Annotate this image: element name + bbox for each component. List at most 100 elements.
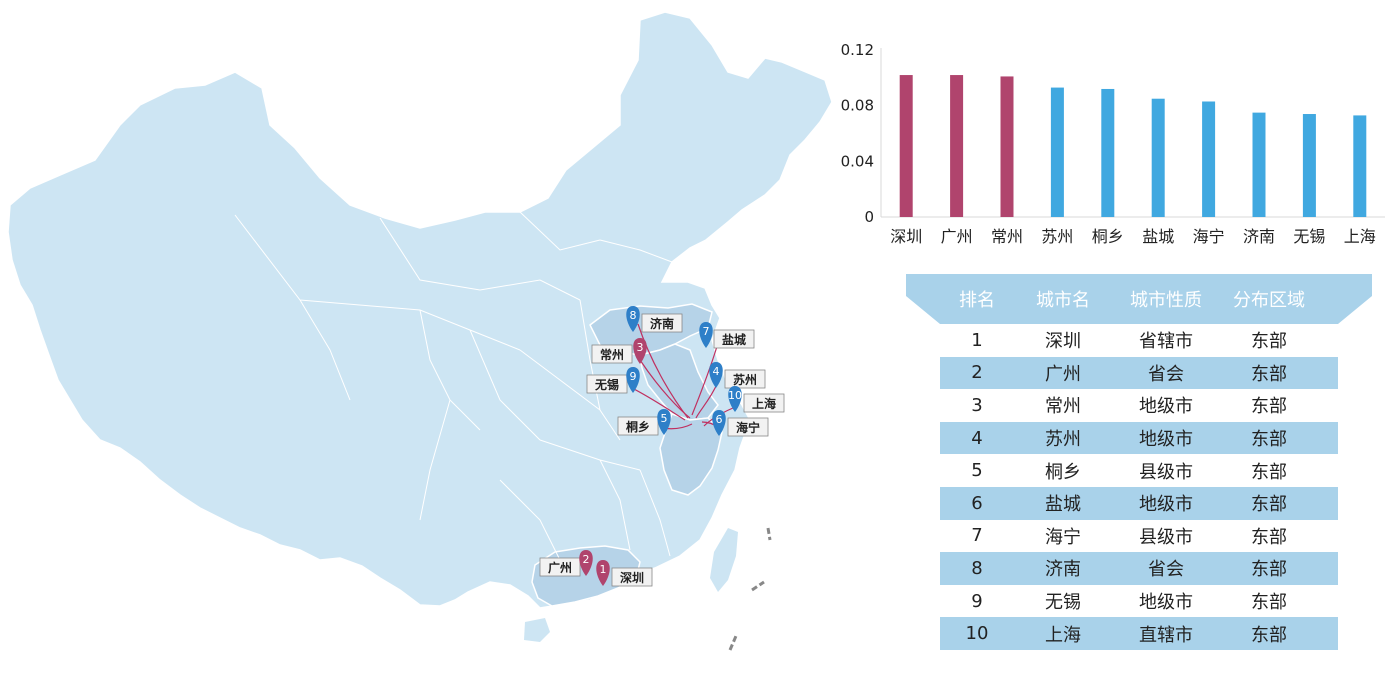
bar <box>899 75 913 217</box>
table-header: 排名 城市名 城市性质 分布区域 <box>906 274 1372 324</box>
city-label-box <box>724 369 766 389</box>
pin-rank: 7 <box>703 325 710 338</box>
x-tick-label: 无锡 <box>1293 227 1325 246</box>
map-pin-icon <box>596 560 610 586</box>
cell-type: 省会 <box>1148 559 1184 581</box>
pin-rank: 10 <box>728 389 742 402</box>
cell-city: 海宁 <box>1045 526 1081 548</box>
cell-city: 上海 <box>1045 624 1081 646</box>
cell-rank: 7 <box>971 525 983 547</box>
cell-region: 东部 <box>1251 559 1287 581</box>
bar-series <box>899 75 1367 217</box>
bar <box>1151 98 1165 217</box>
bar <box>1000 76 1014 217</box>
city-label: 海宁 <box>736 420 760 435</box>
y-tick-labels: 0 0.04 0.08 0.12 <box>841 41 874 226</box>
map-pin-icon <box>657 409 671 435</box>
cell-city: 盐城 <box>1045 494 1081 516</box>
cell-region: 东部 <box>1251 396 1287 418</box>
cell-type: 直辖市 <box>1139 624 1193 646</box>
x-tick-label: 海宁 <box>1193 227 1225 246</box>
map-pin-icon <box>699 322 713 348</box>
bar <box>1050 87 1064 217</box>
y-tick-label: 0.12 <box>841 41 874 59</box>
y-tick-label: 0 <box>864 208 874 226</box>
map-pin-icon <box>712 410 726 436</box>
cell-rank: 9 <box>971 590 983 612</box>
city-ranking-table: 排名 城市名 城市性质 分布区域 1 深圳 省辖市 东部 2 广州 省会 东部 3 常州 地级市… <box>906 274 1372 650</box>
x-tick-label: 深圳 <box>890 227 922 246</box>
cell-rank: 3 <box>971 394 983 416</box>
cell-city: 深圳 <box>1045 331 1081 353</box>
city-label-box <box>641 313 683 333</box>
marker-layer: 深圳 1 广州 2 常州 3 苏州 4 桐乡 5 海宁 6 盐城 7 济南 8 无锡 9 上海 10 <box>539 306 785 587</box>
bar <box>950 75 964 217</box>
pin-rank: 9 <box>630 370 637 383</box>
map-pin-icon <box>709 362 723 388</box>
pin-rank: 6 <box>716 413 723 426</box>
cell-type: 地级市 <box>1139 396 1193 418</box>
x-tick-labels: 深圳 广州 常州 苏州 桐乡 盐城 海宁 济南 无锡 上海 <box>890 227 1376 246</box>
header-city: 城市名 <box>1036 290 1090 311</box>
dashed-islands <box>728 527 772 651</box>
table-row: 8 济南 省会 东部 <box>940 552 1338 585</box>
city-marker: 桐乡 5 <box>617 409 671 436</box>
map-pin-icon <box>633 338 647 364</box>
city-label-box <box>539 557 581 577</box>
table-row: 5 桐乡 县级市 东部 <box>940 454 1338 487</box>
table-row: 6 盐城 地级市 东部 <box>940 486 1338 520</box>
cell-region: 东部 <box>1251 494 1287 516</box>
header-rank: 排名 <box>959 290 995 311</box>
city-label-box <box>617 416 659 436</box>
flow-lines <box>631 323 739 430</box>
x-tick-label: 苏州 <box>1041 227 1073 246</box>
table-row: 3 常州 地级市 东部 <box>940 389 1338 422</box>
city-label: 苏州 <box>733 372 757 387</box>
table-row: 1 深圳 省辖市 东部 <box>940 324 1338 357</box>
y-axis <box>880 48 1385 218</box>
map-pin-icon <box>626 367 640 393</box>
bar <box>1101 88 1115 217</box>
cell-region: 东部 <box>1251 461 1287 483</box>
table-row: 10 上海 直辖市 东部 <box>940 617 1338 650</box>
cell-rank: 8 <box>971 557 983 579</box>
map-pin-icon <box>626 306 640 332</box>
header-region: 分布区域 <box>1233 290 1305 311</box>
header-type: 城市性质 <box>1130 290 1202 311</box>
y-tick-label: 0.08 <box>841 97 874 115</box>
table-row: 9 无锡 地级市 东部 <box>940 584 1338 618</box>
bar <box>1302 114 1316 217</box>
city-marker: 苏州 4 <box>709 362 766 389</box>
city-label-box <box>727 417 769 437</box>
city-marker: 无锡 9 <box>586 367 640 394</box>
bar-chart: 0 0.04 0.08 0.12 深圳 广州 常州 苏州 桐乡 盐城 海宁 济南 无锡 上海 <box>841 41 1385 246</box>
city-label: 上海 <box>752 396 776 411</box>
city-label-box <box>591 344 633 364</box>
cell-region: 东部 <box>1251 331 1287 353</box>
city-marker: 常州 3 <box>591 338 647 364</box>
cell-city: 苏州 <box>1045 429 1081 451</box>
cell-type: 地级市 <box>1139 592 1193 614</box>
city-label: 济南 <box>650 316 674 331</box>
table-row: 4 苏州 地级市 东部 <box>940 421 1338 455</box>
cell-type: 县级市 <box>1139 461 1193 483</box>
jiangsu-region <box>639 343 719 421</box>
cell-region: 东部 <box>1251 624 1287 646</box>
city-label: 无锡 <box>594 377 619 392</box>
pin-rank: 8 <box>630 309 637 322</box>
cell-type: 县级市 <box>1139 526 1193 548</box>
cell-region: 东部 <box>1251 592 1287 614</box>
x-tick-label: 桐乡 <box>1092 227 1124 246</box>
bar <box>1353 115 1367 217</box>
city-label: 盐城 <box>722 332 746 347</box>
cell-city: 常州 <box>1045 396 1081 418</box>
y-tick-label: 0.04 <box>841 152 874 170</box>
city-marker: 深圳 1 <box>596 560 653 587</box>
x-tick-label: 广州 <box>941 227 973 246</box>
city-marker: 广州 2 <box>539 550 593 577</box>
cell-region: 东部 <box>1251 363 1287 385</box>
cell-city: 济南 <box>1045 559 1081 581</box>
city-marker: 海宁 6 <box>712 410 769 437</box>
hainan-island <box>524 618 550 642</box>
cell-rank: 4 <box>971 427 983 449</box>
